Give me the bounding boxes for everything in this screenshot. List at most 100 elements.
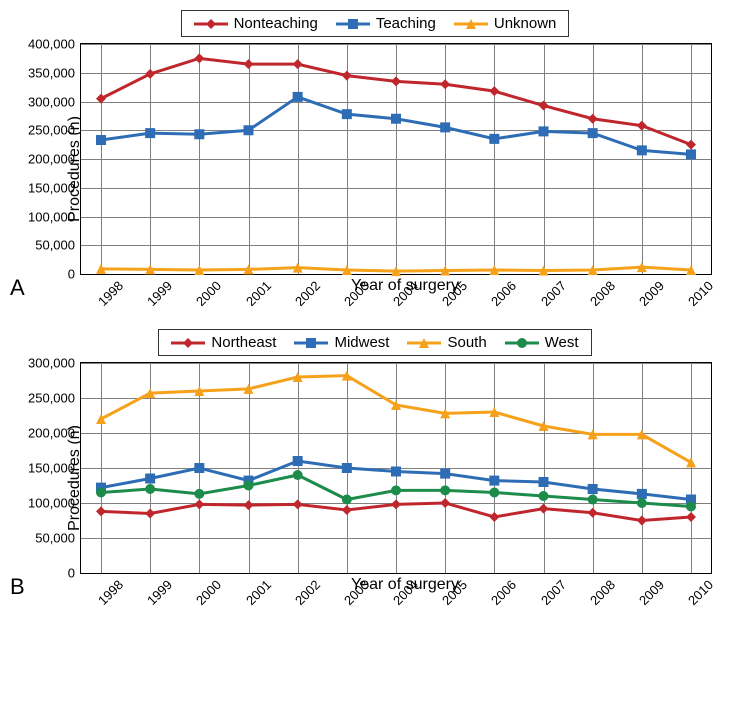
y-tick-label: 200,000 bbox=[28, 152, 81, 167]
series-marker-icon bbox=[194, 463, 204, 473]
y-tick-label: 300,000 bbox=[28, 94, 81, 109]
series-marker-icon bbox=[588, 484, 598, 494]
plot-area-a: 050,000100,000150,000200,000250,000300,0… bbox=[80, 43, 712, 275]
y-tick-label: 0 bbox=[68, 566, 81, 581]
y-tick-label: 100,000 bbox=[28, 209, 81, 224]
y-tick-label: 0 bbox=[68, 267, 81, 282]
panel-label-b: B bbox=[10, 574, 25, 600]
legend-label: South bbox=[447, 334, 486, 351]
series-marker-icon bbox=[440, 485, 450, 495]
y-tick-label: 150,000 bbox=[28, 180, 81, 195]
series-marker-icon bbox=[145, 69, 155, 79]
series-marker-icon bbox=[489, 134, 499, 144]
y-tick-label: 300,000 bbox=[28, 356, 81, 371]
series-layer bbox=[81, 44, 711, 274]
series-marker-icon bbox=[342, 71, 352, 81]
series-marker-icon bbox=[96, 488, 106, 498]
series-marker-icon bbox=[391, 76, 401, 86]
series-marker-icon bbox=[440, 498, 450, 508]
legend-a: Nonteaching Teaching Unknown bbox=[181, 10, 570, 37]
legend-item: Unknown bbox=[454, 15, 557, 32]
legend-item: Midwest bbox=[294, 334, 389, 351]
series-marker-icon bbox=[637, 489, 647, 499]
series-marker-icon bbox=[293, 59, 303, 69]
series-marker-icon bbox=[440, 79, 450, 89]
series-marker-icon bbox=[293, 92, 303, 102]
legend-label: Midwest bbox=[334, 334, 389, 351]
chart-a-wrap: Procedures (n) 050,000100,000150,000200,… bbox=[80, 43, 730, 295]
series-marker-icon bbox=[96, 94, 106, 104]
series-marker-icon bbox=[686, 502, 696, 512]
series-marker-icon bbox=[342, 505, 352, 515]
series-marker-icon bbox=[342, 109, 352, 119]
legend-marker-icon bbox=[336, 17, 370, 31]
panel-a: Nonteaching Teaching Unknown Procedures (n… bbox=[10, 10, 740, 295]
series-marker-icon bbox=[686, 512, 696, 522]
panel-label-a: A bbox=[10, 275, 25, 301]
series-marker-icon bbox=[588, 495, 598, 505]
y-tick-label: 350,000 bbox=[28, 65, 81, 80]
series-marker-icon bbox=[96, 506, 106, 516]
series-marker-icon bbox=[293, 456, 303, 466]
series-marker-icon bbox=[194, 499, 204, 509]
series-marker-icon bbox=[293, 470, 303, 480]
series-marker-icon bbox=[539, 491, 549, 501]
series-marker-icon bbox=[145, 474, 155, 484]
y-tick-label: 250,000 bbox=[28, 391, 81, 406]
legend-marker-icon bbox=[407, 336, 441, 350]
legend-item: Nonteaching bbox=[194, 15, 318, 32]
series-marker-icon bbox=[440, 469, 450, 479]
legend-item: West bbox=[505, 334, 579, 351]
series-marker-icon bbox=[342, 495, 352, 505]
legend-label: Teaching bbox=[376, 15, 436, 32]
y-tick-label: 200,000 bbox=[28, 426, 81, 441]
series-marker-icon bbox=[489, 488, 499, 498]
series-marker-icon bbox=[440, 122, 450, 132]
series-marker-icon bbox=[539, 504, 549, 514]
series-marker-icon bbox=[145, 509, 155, 519]
legend-label: Northeast bbox=[211, 334, 276, 351]
y-tick-label: 50,000 bbox=[35, 238, 81, 253]
series-marker-icon bbox=[588, 508, 598, 518]
legend-b: Northeast Midwest South West bbox=[158, 329, 591, 356]
series-marker-icon bbox=[539, 477, 549, 487]
series-marker-icon bbox=[194, 53, 204, 63]
series-marker-icon bbox=[194, 489, 204, 499]
y-tick-label: 250,000 bbox=[28, 123, 81, 138]
y-tick-label: 150,000 bbox=[28, 461, 81, 476]
series-marker-icon bbox=[637, 145, 647, 155]
series-marker-icon bbox=[637, 498, 647, 508]
series-marker-icon bbox=[194, 129, 204, 139]
series-line bbox=[101, 376, 691, 463]
series-marker-icon bbox=[391, 485, 401, 495]
series-marker-icon bbox=[391, 114, 401, 124]
series-marker-icon bbox=[637, 121, 647, 131]
y-tick-label: 50,000 bbox=[35, 531, 81, 546]
legend-marker-icon bbox=[454, 17, 488, 31]
legend-label: West bbox=[545, 334, 579, 351]
legend-marker-icon bbox=[294, 336, 328, 350]
series-marker-icon bbox=[244, 125, 254, 135]
legend-marker-icon bbox=[171, 336, 205, 350]
series-marker-icon bbox=[588, 114, 598, 124]
y-tick-label: 100,000 bbox=[28, 496, 81, 511]
panel-b: NortheastMidwestSouthWest Procedures (n)… bbox=[10, 329, 740, 594]
series-marker-icon bbox=[637, 516, 647, 526]
series-marker-icon bbox=[588, 128, 598, 138]
series-line bbox=[101, 58, 691, 144]
series-line bbox=[101, 97, 691, 154]
series-marker-icon bbox=[539, 126, 549, 136]
series-marker-icon bbox=[489, 512, 499, 522]
series-marker-icon bbox=[244, 481, 254, 491]
series-layer bbox=[81, 363, 711, 573]
series-marker-icon bbox=[686, 140, 696, 150]
series-marker-icon bbox=[391, 499, 401, 509]
legend-item: South bbox=[407, 334, 486, 351]
series-marker-icon bbox=[489, 86, 499, 96]
series-marker-icon bbox=[244, 59, 254, 69]
series-marker-icon bbox=[686, 149, 696, 159]
series-marker-icon bbox=[293, 499, 303, 509]
plot-area-b: 050,000100,000150,000200,000250,000300,0… bbox=[80, 362, 712, 574]
legend-item: Northeast bbox=[171, 334, 276, 351]
series-marker-icon bbox=[539, 101, 549, 111]
